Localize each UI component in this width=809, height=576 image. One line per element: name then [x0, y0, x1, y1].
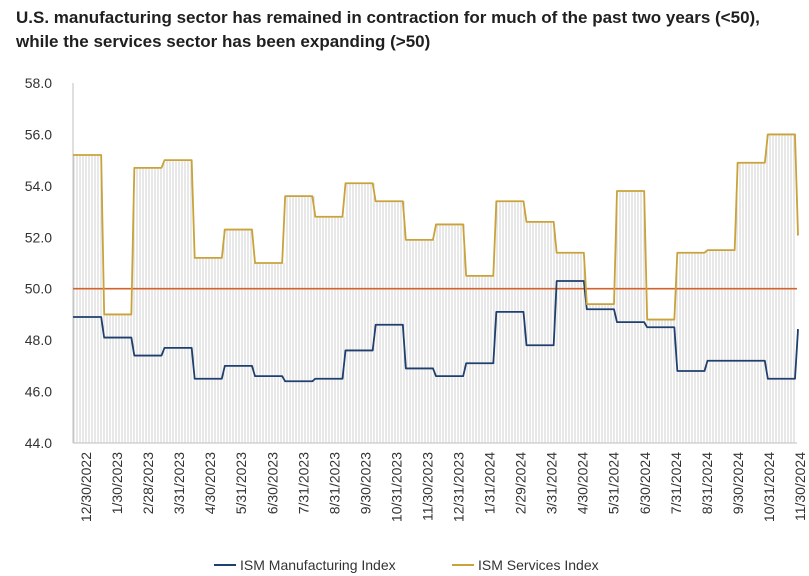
x-tick-label: 2/28/2023 — [140, 452, 156, 514]
x-tick-label: 1/30/2023 — [109, 452, 125, 514]
x-tick-label: 1/31/2024 — [482, 452, 498, 514]
x-tick-label: 4/30/2023 — [202, 452, 218, 514]
legend-label-services: ISM Services Index — [478, 557, 599, 573]
y-tick-label: 46.0 — [25, 384, 52, 400]
x-tick-label: 3/31/2023 — [171, 452, 187, 514]
x-tick-label: 5/31/2023 — [233, 452, 249, 514]
x-tick-label: 4/30/2024 — [575, 452, 591, 514]
x-tick-label: 11/30/2023 — [419, 452, 435, 521]
x-tick-label: 12/31/2023 — [451, 452, 467, 522]
x-tick-label: 8/31/2024 — [699, 452, 715, 514]
axis-layer — [72, 83, 797, 444]
series-layer — [73, 133, 799, 383]
x-tick-label: 10/31/2024 — [761, 452, 777, 522]
x-tick-label: 11/30/2024 — [792, 452, 808, 521]
x-tick-label: 6/30/2024 — [637, 452, 653, 514]
y-tick-label: 50.0 — [25, 281, 52, 297]
y-tick-label: 56.0 — [25, 126, 52, 142]
x-tick-label: 9/30/2024 — [730, 452, 746, 514]
y-tick-label: 58.0 — [25, 75, 52, 91]
x-tick-label: 9/30/2023 — [357, 452, 373, 514]
x-tick-label: 3/31/2024 — [544, 452, 560, 514]
x-tick-label: 2/29/2024 — [513, 452, 529, 514]
x-tick-label: 12/30/2022 — [78, 452, 94, 522]
legend-label-manufacturing: ISM Manufacturing Index — [240, 557, 396, 573]
x-tick-label: 10/31/2023 — [388, 452, 404, 522]
x-tick-label: 6/30/2023 — [264, 452, 280, 514]
y-tick-label: 48.0 — [25, 332, 52, 348]
y-tick-label: 44.0 — [25, 435, 52, 451]
y-tick-layer: 44.0 46.0 48.0 50.0 52.0 54.0 56.0 58.0 — [25, 75, 52, 451]
x-tick-label: 7/31/2024 — [668, 452, 684, 514]
x-tick-layer: 12/30/2022 1/30/2023 2/28/2023 3/31/2023 4/3… — [78, 452, 808, 522]
x-tick-label: 5/31/2024 — [606, 452, 622, 514]
legend: ISM Manufacturing Index ISM Services Ind… — [214, 557, 599, 573]
services-line — [73, 133, 799, 321]
x-tick-label: 7/31/2023 — [295, 452, 311, 514]
x-tick-label: 8/31/2023 — [326, 452, 342, 514]
y-tick-label: 54.0 — [25, 178, 52, 194]
fill-layer — [73, 134, 795, 443]
manufacturing-line — [73, 280, 799, 383]
y-tick-label: 52.0 — [25, 229, 52, 245]
chart-title: U.S. manufacturing sector has remained i… — [16, 8, 760, 51]
